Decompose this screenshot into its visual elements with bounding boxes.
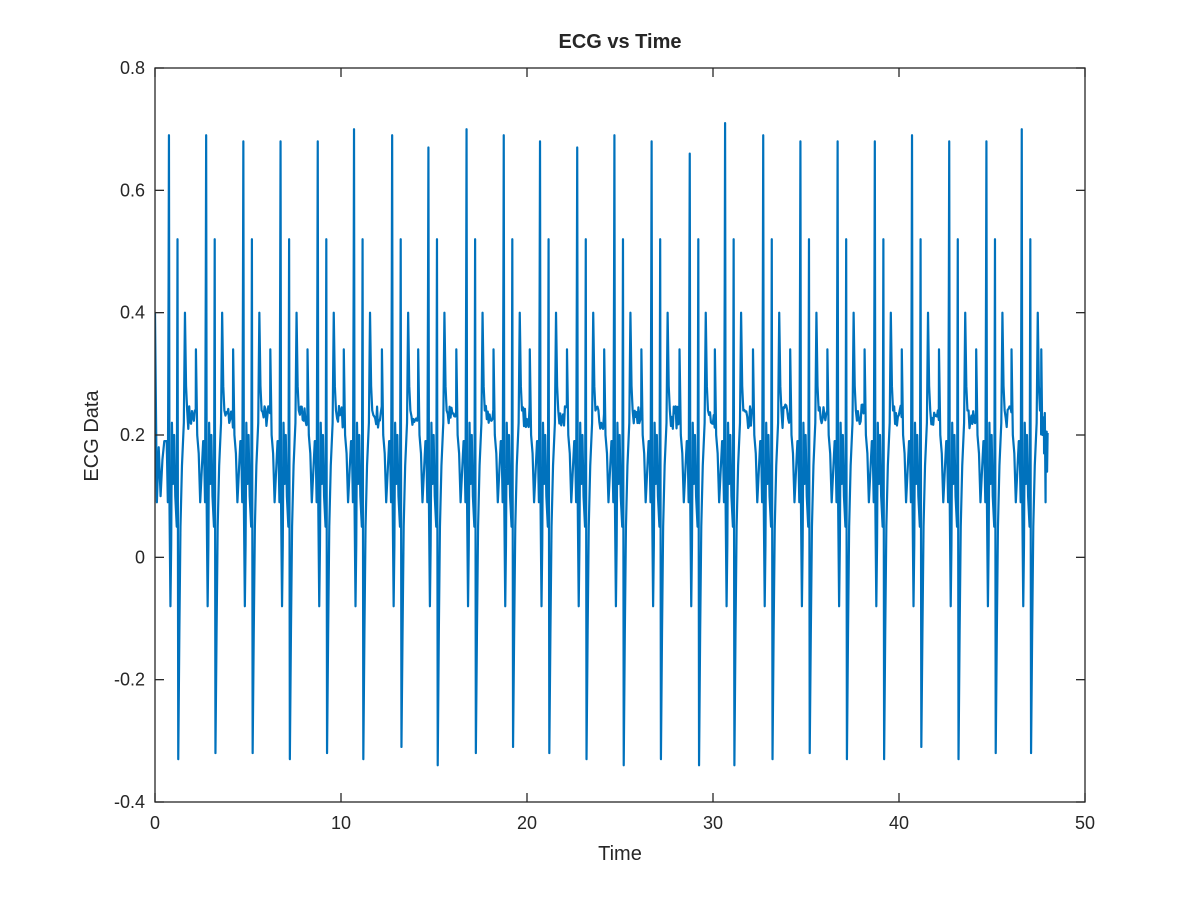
x-tick-label: 20 — [517, 813, 537, 833]
trace-layer — [155, 121, 1049, 767]
x-tick-label: 30 — [703, 813, 723, 833]
y-axis-label: ECG Data — [81, 390, 103, 482]
x-tick-label: 40 — [889, 813, 909, 833]
axes-layer: 0 10 20 30 40 50 -0.4 -0.2 0 0.2 0.4 0.6 0.8 — [114, 58, 1095, 833]
x-tick-label: 10 — [331, 813, 351, 833]
y-tick-label: 0.4 — [120, 303, 145, 323]
y-tick-label: 0.8 — [120, 58, 145, 78]
y-tick-label: -0.4 — [114, 792, 145, 812]
y-tick-label: 0 — [135, 547, 145, 567]
x-tick-label: 50 — [1075, 813, 1095, 833]
y-tick-label: 0.2 — [120, 425, 145, 445]
ecg-series-line — [155, 121, 1049, 767]
x-tick-label: 0 — [150, 813, 160, 833]
x-axis-label: Time — [598, 843, 642, 865]
y-tick-label: -0.2 — [114, 670, 145, 690]
y-tick-label: 0.6 — [120, 180, 145, 200]
chart-title: ECG vs Time — [558, 31, 681, 53]
